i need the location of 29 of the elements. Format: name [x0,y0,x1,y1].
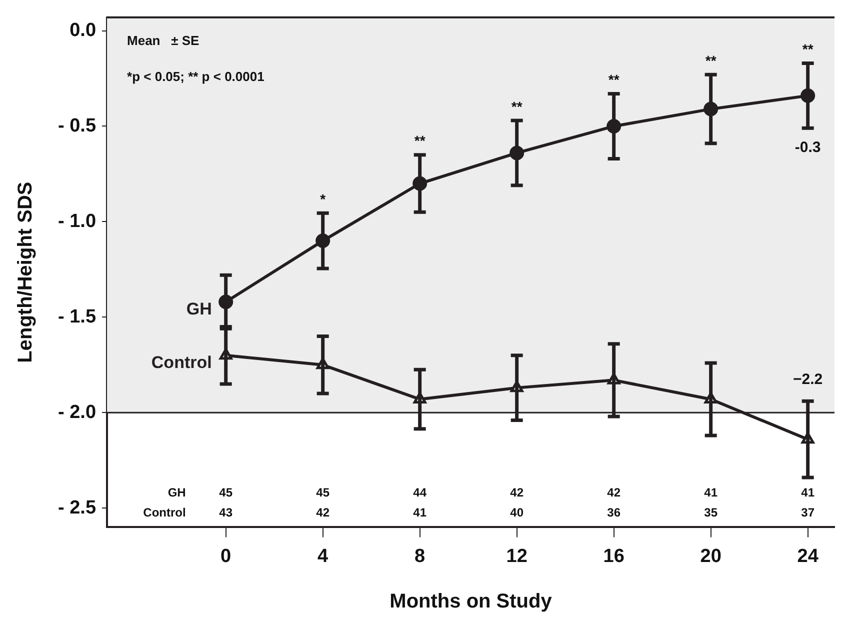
x-tick-label: 12 [506,546,528,567]
annotation: ** [608,72,620,88]
x-tick-label: 4 [318,546,329,567]
annotation: Mean ± SE [127,32,200,48]
annotation: -0.3 [794,138,821,156]
text: GH 45 45 44 42 42 41 41 [168,486,815,500]
x-tick-label: 0 [220,546,232,567]
y-tick-label: - 2.0 [58,402,96,423]
y-tick-label: - 1.0 [58,210,96,232]
x-tick-label: 8 [414,546,426,567]
annotation: *p < 0.05; ** p < 0.0001 [127,68,264,84]
annotation: * [320,190,326,207]
y-axis-title: Length/Height SDS [14,182,37,363]
series-label: Control [151,353,212,372]
text: Control 43 42 41 40 36 35 37 [143,506,815,520]
annotation: ** [511,98,523,114]
y-tick-label: - 1.5 [58,306,96,328]
y-tick-label: - 0.5 [58,115,96,136]
x-tick-label: 20 [700,546,722,567]
annotation: −2.2 [793,370,823,388]
x-tick-label: 16 [603,546,624,567]
series-label: GH [186,300,212,319]
annotation: ** [705,52,717,69]
annotation: ** [414,132,426,149]
x-axis-title: Months on Study [390,590,553,613]
y-tick-label: - 2.5 [58,497,96,518]
y-tick-label: 0.0 [70,20,96,41]
x-tick-label: 24 [797,546,819,567]
annotation: ** [802,41,814,58]
